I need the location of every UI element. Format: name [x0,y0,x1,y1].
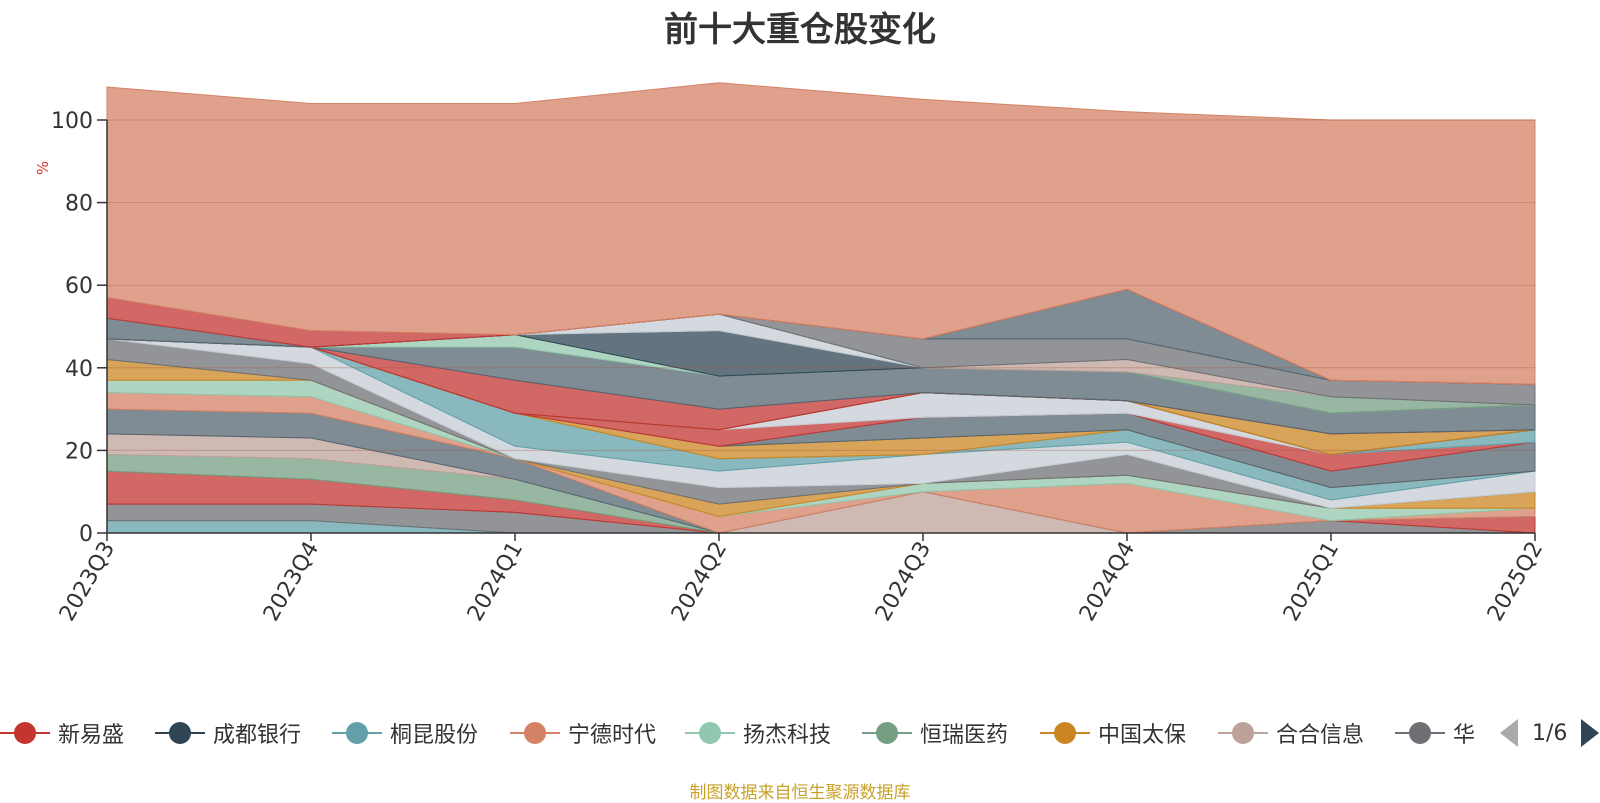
legend-item[interactable]: 恒瑞医药 [862,715,1008,751]
legend-marker-icon [332,715,382,751]
legend-item[interactable]: 成都银行 [155,715,301,751]
legend-marker-icon [510,715,560,751]
x-tick-label: 2023Q3 [55,538,120,626]
legend-label: 恒瑞医药 [920,723,1009,748]
data-source-note: 制图数据来自恒生聚源数据库 [689,783,911,803]
legend-item[interactable]: 中国太保 [1040,715,1186,751]
legend-marker-icon [1395,715,1445,751]
y-tick-label: 80 [65,192,93,217]
legend-prev-page-icon[interactable] [1500,719,1518,747]
chart-title: 前十大重仓股变化 [664,10,936,50]
x-tick-label: 2023Q4 [259,538,324,626]
legend-marker-icon [0,715,50,751]
legend-item[interactable]: 新易盛 [0,715,124,751]
y-tick-label: 40 [65,357,93,382]
x-tick-label: 2025Q2 [1483,538,1548,626]
legend-next-page-icon[interactable] [1581,719,1600,747]
legend-item[interactable]: 华 [1395,715,1475,751]
legend-label: 华 [1453,723,1476,748]
legend-label: 桐昆股份 [390,723,479,748]
legend-label: 中国太保 [1098,723,1187,748]
x-tick-label: 2024Q1 [463,538,528,626]
legend-item[interactable]: 桐昆股份 [332,715,478,751]
x-tick-label: 2024Q4 [1075,538,1140,626]
y-tick-label: 20 [65,439,93,464]
area-series-33 [106,82,1536,385]
legend-item[interactable]: 宁德时代 [510,715,656,751]
legend-label: 宁德时代 [568,723,657,748]
legend-label: 合合信息 [1276,723,1365,748]
legend-marker-icon [1218,715,1268,751]
legend-item[interactable]: 合合信息 [1218,715,1364,751]
legend-marker-icon [1040,715,1090,751]
legend-item[interactable]: 扬杰科技 [685,715,831,751]
legend-marker-icon [685,715,735,751]
legend-marker-icon [862,715,912,751]
x-tick-label: 2025Q1 [1279,538,1344,626]
legend-label: 扬杰科技 [743,723,832,748]
legend: 新易盛 成都银行 桐昆股份 宁德时代 扬杰科技 恒瑞医药 中国太保 合合信息 华 [0,715,1600,751]
legend-items: 新易盛 成都银行 桐昆股份 宁德时代 扬杰科技 恒瑞医药 中国太保 合合信息 华 [0,715,1480,751]
y-tick-label: 0 [79,522,93,547]
legend-pager: 1/6 [1500,715,1600,751]
legend-label: 新易盛 [58,723,125,748]
stacked-area-chart: 0 20 40 60 80 100% 2023Q3 2023Q4 2024Q1 2024Q2 202… [34,82,1548,626]
x-tick-label: 2024Q2 [667,538,732,626]
legend-marker-icon [155,715,205,751]
legend-label: 成都银行 [213,723,302,748]
legend-page-indicator: 1/6 [1532,720,1568,746]
x-tick-label: 2024Q3 [871,538,936,626]
y-axis-label: % [34,161,52,175]
y-tick-label: 100 [51,109,93,134]
y-tick-label: 60 [65,274,93,299]
